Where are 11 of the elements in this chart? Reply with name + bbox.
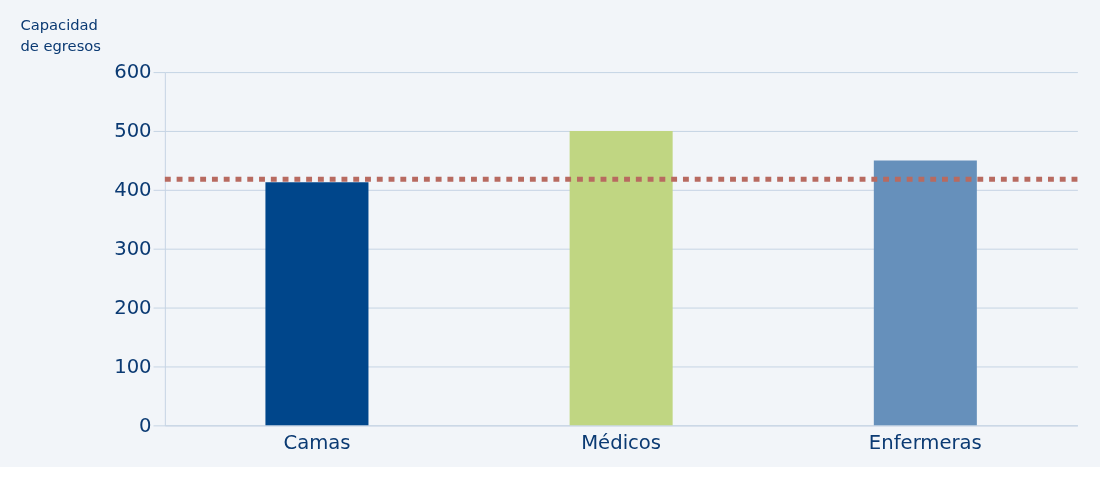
y-tick-label: 100 [114, 354, 152, 378]
x-tick-label: Camas [283, 431, 351, 455]
y-axis-title: Capacidad de egresos [20, 15, 101, 55]
y-tick-label: 300 [114, 237, 152, 261]
x-tick-label: Médicos [581, 431, 662, 455]
y-tick-label: 0 [139, 413, 152, 437]
x-tick-label: Enfermeras [868, 431, 982, 455]
y-tick-label: 500 [114, 119, 152, 143]
y-tick-label: 600 [114, 60, 152, 84]
y-tick-label: 200 [114, 295, 152, 319]
y-tick-label: 400 [114, 178, 152, 202]
